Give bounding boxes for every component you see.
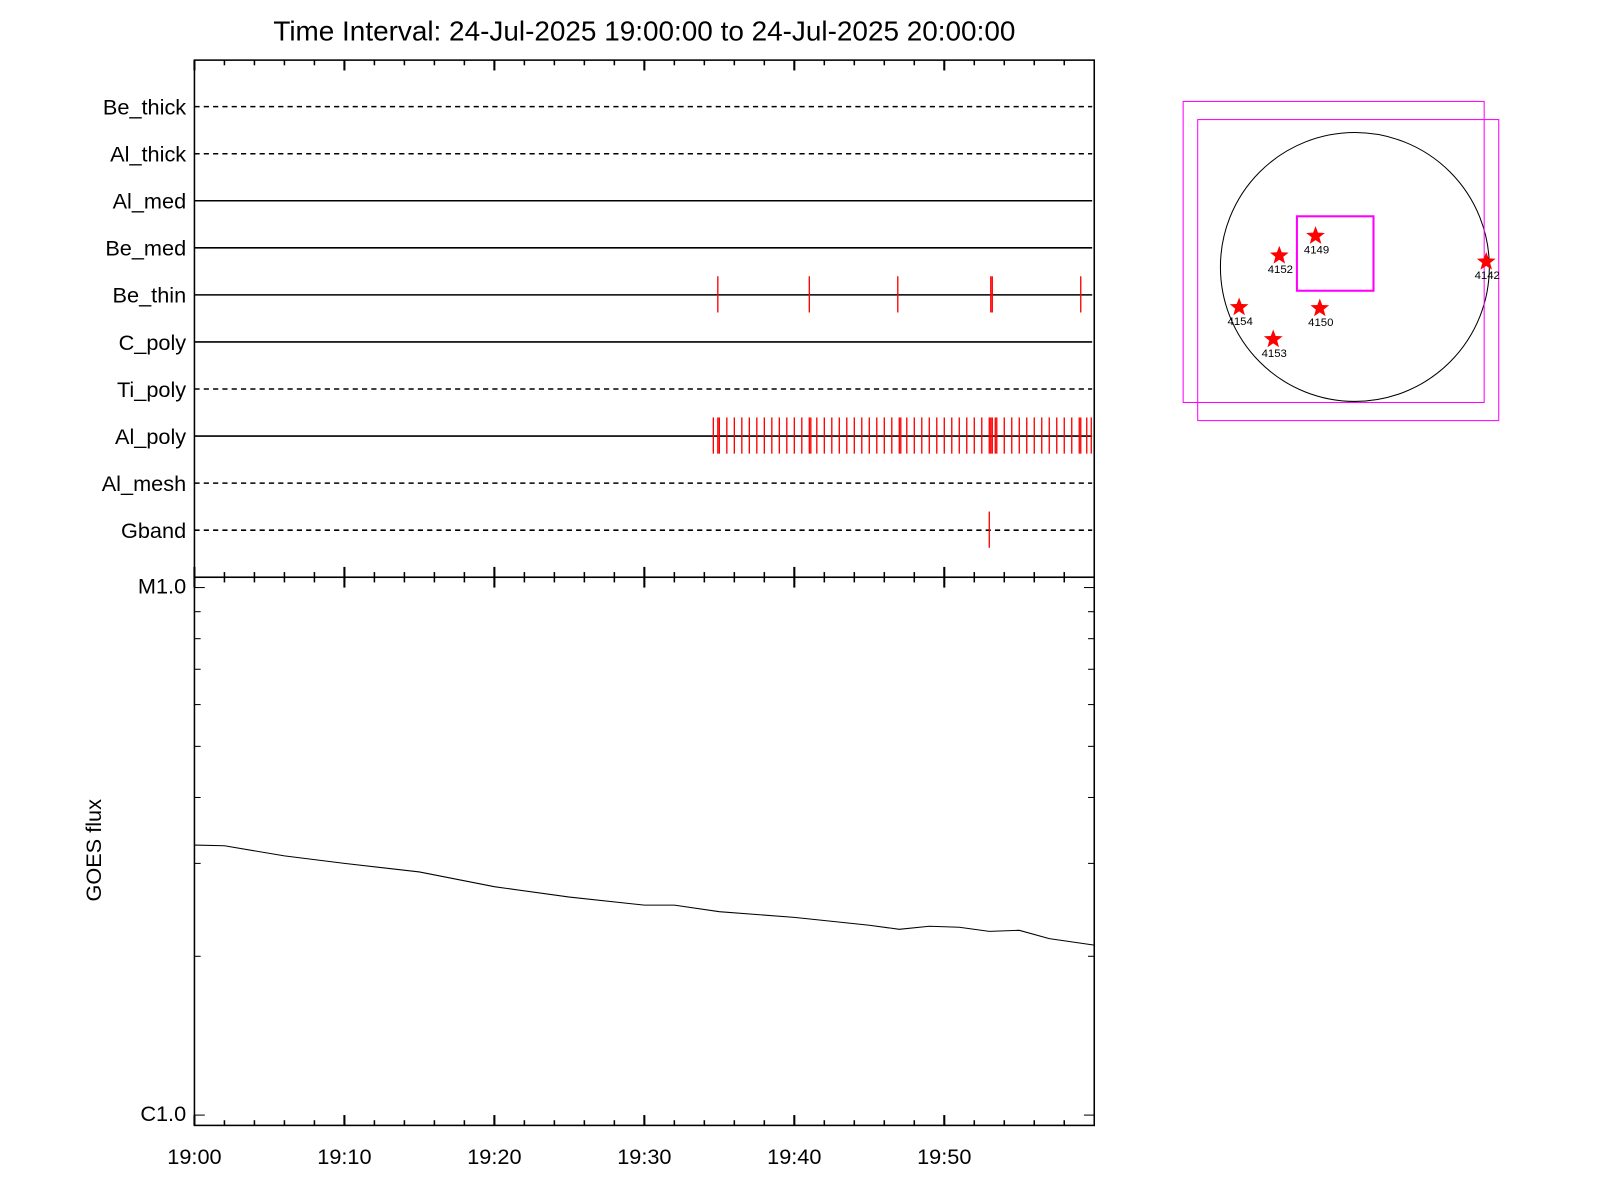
filter-label: Al_med <box>113 189 187 214</box>
region-marker <box>1263 329 1283 348</box>
region-label: 4150 <box>1308 317 1333 329</box>
timeline-frame <box>193 59 1096 579</box>
filter-label: C_poly <box>119 330 187 355</box>
y-tick-label: M1.0 <box>138 573 186 598</box>
x-tick-label: 19:20 <box>467 1144 521 1169</box>
x-tick-label: 19:10 <box>317 1144 371 1169</box>
filter-label: Be_thick <box>103 94 186 119</box>
region-label: 4142 <box>1475 270 1500 282</box>
x-tick-label: 19:00 <box>167 1144 221 1169</box>
region-label: 4152 <box>1268 264 1293 276</box>
region-marker <box>1229 297 1249 316</box>
filter-label: Gband <box>121 518 186 543</box>
filter-label: Al_mesh <box>102 471 186 496</box>
filter-label: Al_poly <box>115 424 186 449</box>
goes-line <box>194 844 1095 946</box>
x-tick-label: 19:30 <box>617 1144 671 1169</box>
goes-frame <box>193 576 1096 1127</box>
region-marker <box>1476 251 1496 270</box>
region-marker <box>1310 298 1330 317</box>
solar-disk <box>1219 131 1490 402</box>
x-tick-label: 19:40 <box>767 1144 821 1169</box>
region-label: 4149 <box>1304 244 1329 256</box>
y-tick-label: C1.0 <box>140 1101 186 1126</box>
filter-label: Be_thin <box>113 283 187 308</box>
region-marker <box>1269 245 1289 264</box>
filter-label: Al_thick <box>110 142 186 167</box>
filter-label: Ti_poly <box>117 377 186 402</box>
filter-label: Be_med <box>105 236 186 261</box>
x-tick-label: 19:50 <box>917 1144 971 1169</box>
chart-title: Time Interval: 24-Jul-2025 19:00:00 to 2… <box>273 16 1015 47</box>
region-label: 4154 <box>1228 316 1253 328</box>
field-of-view <box>1295 215 1375 292</box>
region-marker <box>1306 226 1325 244</box>
field-of-view <box>1182 100 1485 404</box>
region-label: 4153 <box>1262 348 1287 360</box>
field-of-view <box>1197 119 1500 422</box>
y-axis-label: GOES flux <box>81 799 106 902</box>
